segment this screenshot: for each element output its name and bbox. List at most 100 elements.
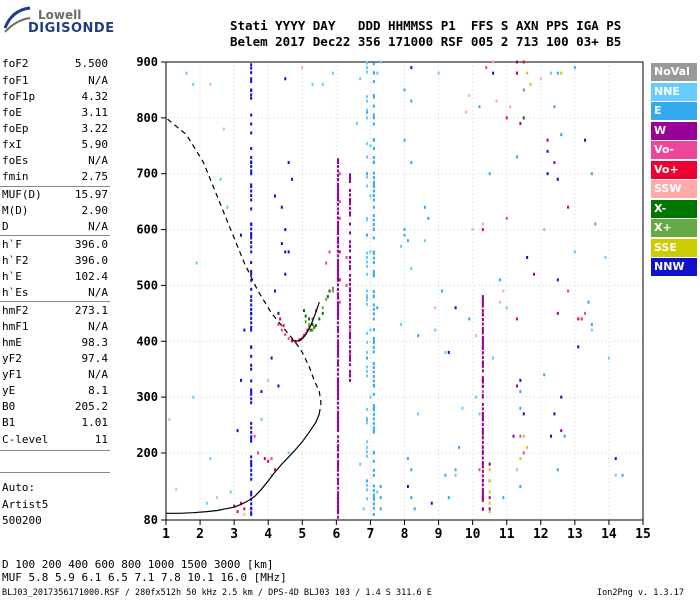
echo-point (372, 362, 375, 366)
echo-point (338, 300, 341, 304)
echo-point (337, 502, 340, 506)
echo-point (337, 392, 340, 396)
echo-point (337, 359, 340, 363)
echo-point (239, 378, 242, 382)
echo-point (209, 82, 212, 86)
echo-point (481, 434, 484, 438)
y-tick-label: 500 (136, 278, 158, 292)
legend-item-sse: SSE (651, 238, 697, 257)
echo-point (376, 71, 379, 75)
echo-point (502, 289, 505, 293)
echo-point (488, 490, 491, 494)
param-separator (0, 186, 110, 187)
param-value: 98.3 (81, 336, 109, 349)
echo-point (311, 323, 314, 327)
echo-point (461, 406, 464, 410)
echo-point (250, 193, 253, 197)
echo-point (348, 249, 351, 253)
echo-point (372, 156, 375, 160)
echo-point (403, 228, 406, 232)
param-key: B1 (2, 416, 16, 429)
echo-point (372, 404, 375, 407)
echo-point (481, 496, 484, 500)
echo-point (337, 462, 340, 466)
echo-point (337, 435, 340, 439)
echo-point (348, 316, 351, 320)
echo-point (539, 77, 542, 81)
echo-point (284, 333, 287, 337)
echo-point (372, 307, 375, 311)
echo-point (308, 317, 311, 321)
echo-point (355, 121, 358, 125)
echo-point (280, 205, 283, 209)
echo-point (372, 71, 375, 75)
echo-point (372, 116, 375, 120)
echo-point (348, 260, 351, 264)
echo-point (413, 507, 416, 511)
echo-point (481, 385, 484, 389)
param-key: h`F (2, 238, 22, 251)
echo-point (481, 328, 484, 332)
param-value: N/A (88, 154, 108, 167)
echo-point (328, 289, 331, 293)
echo-point (250, 80, 253, 84)
echo-point (621, 473, 624, 477)
echo-point (372, 62, 375, 66)
echo-point (372, 189, 375, 193)
echo-point (372, 95, 375, 99)
echo-point (481, 295, 484, 299)
echo-point (372, 147, 375, 151)
echo-point (488, 510, 491, 514)
echo-point (481, 338, 484, 342)
echo-point (250, 189, 253, 193)
echo-point (410, 267, 413, 271)
echo-point (311, 82, 314, 86)
param-row: h`F 396.0 (2, 238, 108, 253)
echo-point (250, 512, 253, 516)
legend-item-vo-: Vo- (651, 141, 697, 159)
echo-point (366, 251, 369, 255)
param-value: 273.1 (74, 304, 108, 317)
echo-point (556, 311, 559, 315)
echo-point (243, 512, 246, 516)
echo-point (519, 484, 522, 488)
echo-point (481, 395, 484, 399)
echo-point (366, 369, 369, 373)
echo-point (434, 328, 437, 332)
param-row: hmE 98.3 (2, 336, 108, 351)
echo-point (509, 105, 512, 109)
echo-point (478, 468, 481, 472)
echo-point (250, 388, 253, 392)
echo-point (614, 473, 617, 477)
echo-point (481, 342, 484, 346)
distance-row: D 100 200 400 600 800 1000 1500 3000 [km… (2, 558, 274, 571)
echo-point (337, 381, 340, 385)
echo-point (250, 131, 253, 135)
echo-point (400, 244, 403, 248)
echo-point (481, 304, 484, 308)
echo-point (250, 325, 253, 329)
echo-point (369, 194, 372, 198)
chart-traces (165, 117, 322, 514)
echo-point (260, 390, 263, 394)
y-tick-label: 700 (136, 167, 158, 181)
echo-point (337, 397, 340, 401)
echo-point (369, 250, 372, 254)
echo-point (590, 172, 593, 176)
echo-point (337, 412, 340, 416)
param-value: N/A (88, 368, 108, 381)
echo-point (239, 233, 242, 237)
echo-point (379, 496, 382, 500)
echo-point (304, 314, 307, 318)
echo-point (447, 350, 450, 354)
echo-point (366, 175, 369, 179)
echo-point (481, 360, 484, 364)
chart-points (168, 60, 624, 519)
echo-point (250, 278, 253, 282)
param-value: 1.01 (81, 416, 109, 429)
echo-point (222, 127, 225, 131)
param-value: 2.90 (81, 204, 109, 217)
echo-point (372, 450, 375, 454)
profile-trace (166, 413, 320, 514)
echo-point (379, 507, 382, 511)
